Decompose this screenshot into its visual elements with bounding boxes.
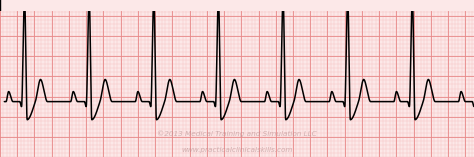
Text: ©2013 Medical Training and Simulation LLC: ©2013 Medical Training and Simulation LL… [157,130,317,137]
Text: www.practicalclinicalskills.com: www.practicalclinicalskills.com [181,147,293,153]
